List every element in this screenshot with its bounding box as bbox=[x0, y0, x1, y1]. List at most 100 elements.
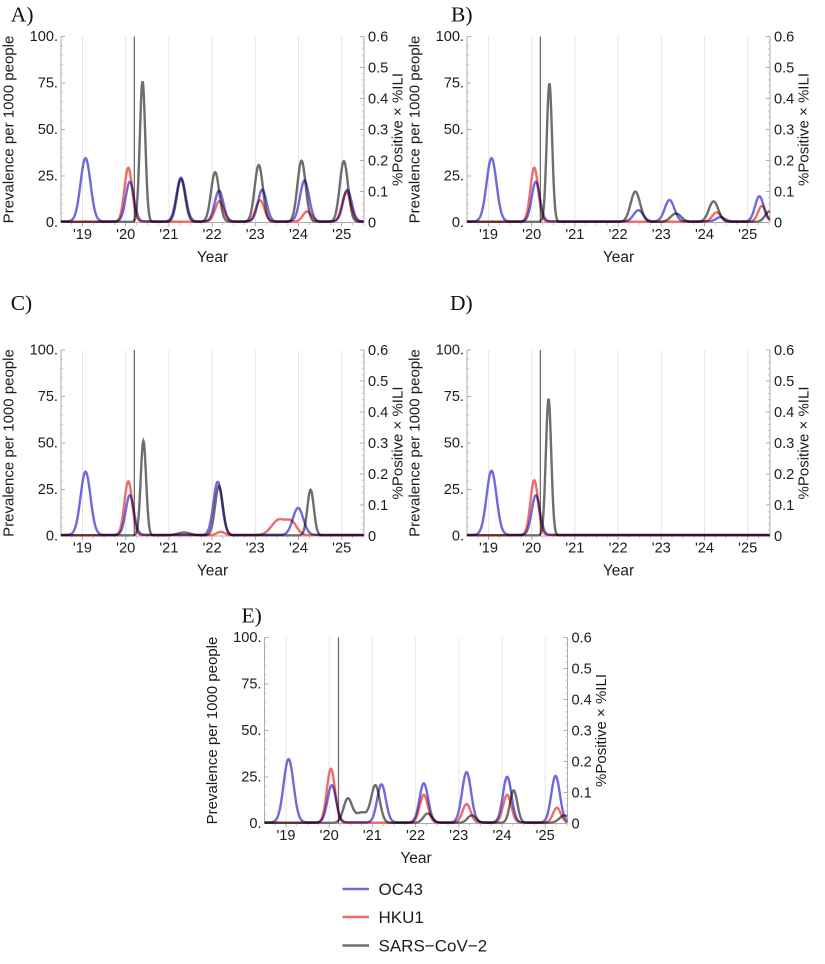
svg-text:'19: '19 bbox=[276, 828, 295, 844]
svg-text:0: 0 bbox=[774, 529, 782, 545]
svg-text:Year: Year bbox=[197, 563, 228, 580]
svg-text:0.5: 0.5 bbox=[572, 662, 592, 678]
svg-text:0.6: 0.6 bbox=[774, 343, 794, 359]
svg-text:OC43: OC43 bbox=[379, 880, 423, 899]
svg-text:25.: 25. bbox=[444, 482, 464, 498]
svg-text:'23: '23 bbox=[449, 828, 468, 844]
svg-text:'25: '25 bbox=[332, 541, 351, 557]
svg-text:50.: 50. bbox=[241, 723, 261, 739]
svg-text:0.5: 0.5 bbox=[368, 61, 388, 77]
svg-text:'20: '20 bbox=[116, 541, 135, 557]
svg-text:0.1: 0.1 bbox=[774, 185, 794, 201]
svg-text:'22: '22 bbox=[609, 227, 628, 243]
svg-text:'21: '21 bbox=[159, 541, 178, 557]
svg-text:'23: '23 bbox=[246, 227, 265, 243]
svg-text:0: 0 bbox=[572, 817, 580, 833]
svg-text:'22: '22 bbox=[406, 828, 425, 844]
svg-text:0.4: 0.4 bbox=[572, 693, 592, 709]
svg-text:Prevalence per 1000 people: Prevalence per 1000 people bbox=[407, 36, 424, 224]
svg-text:'21: '21 bbox=[159, 227, 178, 243]
svg-text:25.: 25. bbox=[241, 770, 261, 786]
svg-text:'24: '24 bbox=[695, 541, 714, 557]
svg-text:'24: '24 bbox=[289, 541, 308, 557]
svg-text:0.6: 0.6 bbox=[368, 343, 388, 359]
svg-text:50.: 50. bbox=[444, 122, 464, 138]
svg-text:'20: '20 bbox=[522, 227, 541, 243]
svg-text:Prevalence per 1000 people: Prevalence per 1000 people bbox=[407, 349, 424, 537]
svg-text:Prevalence per 1000 people: Prevalence per 1000 people bbox=[204, 637, 221, 825]
svg-text:0.: 0. bbox=[46, 215, 58, 231]
svg-text:'25: '25 bbox=[738, 541, 757, 557]
svg-text:0.1: 0.1 bbox=[368, 185, 388, 201]
svg-text:SARS−CoV−2: SARS−CoV−2 bbox=[379, 937, 488, 956]
svg-text:100.: 100. bbox=[436, 29, 464, 45]
svg-text:50.: 50. bbox=[38, 122, 58, 138]
svg-text:0: 0 bbox=[368, 529, 376, 545]
svg-text:%Positive × %ILI: %Positive × %ILI bbox=[593, 674, 610, 787]
svg-text:Year: Year bbox=[400, 850, 431, 867]
svg-text:75.: 75. bbox=[444, 389, 464, 405]
svg-text:'20: '20 bbox=[320, 828, 339, 844]
svg-text:0.: 0. bbox=[452, 529, 464, 545]
svg-text:%Positive × %ILI: %Positive × %ILI bbox=[796, 73, 813, 186]
svg-text:'19: '19 bbox=[73, 541, 92, 557]
svg-text:0.5: 0.5 bbox=[774, 61, 794, 77]
svg-text:'22: '22 bbox=[203, 541, 222, 557]
svg-text:'23: '23 bbox=[652, 227, 671, 243]
svg-text:0.3: 0.3 bbox=[774, 123, 794, 139]
svg-text:0.3: 0.3 bbox=[572, 724, 592, 740]
svg-text:100.: 100. bbox=[233, 630, 261, 646]
svg-text:100.: 100. bbox=[436, 343, 464, 359]
svg-text:Year: Year bbox=[197, 249, 228, 266]
svg-text:25.: 25. bbox=[38, 482, 58, 498]
svg-text:0.5: 0.5 bbox=[368, 374, 388, 390]
svg-text:'19: '19 bbox=[73, 227, 92, 243]
svg-text:HKU1: HKU1 bbox=[379, 908, 424, 927]
svg-text:'23: '23 bbox=[246, 541, 265, 557]
svg-text:0.: 0. bbox=[452, 215, 464, 231]
svg-text:E): E) bbox=[242, 604, 262, 628]
svg-text:Prevalence per 1000 people: Prevalence per 1000 people bbox=[1, 36, 18, 224]
svg-text:%Positive × %ILI: %Positive × %ILI bbox=[390, 387, 407, 500]
svg-text:0: 0 bbox=[774, 216, 782, 232]
svg-text:'24: '24 bbox=[289, 227, 308, 243]
svg-text:Year: Year bbox=[603, 249, 634, 266]
svg-text:'20: '20 bbox=[116, 227, 135, 243]
svg-text:0.6: 0.6 bbox=[572, 631, 592, 647]
svg-text:%Positive × %ILI: %Positive × %ILI bbox=[796, 387, 813, 500]
svg-text:0.3: 0.3 bbox=[774, 436, 794, 452]
svg-text:'24: '24 bbox=[695, 227, 714, 243]
svg-text:75.: 75. bbox=[38, 76, 58, 92]
svg-text:'21: '21 bbox=[565, 541, 584, 557]
svg-text:B): B) bbox=[451, 2, 473, 26]
svg-text:0.: 0. bbox=[46, 529, 58, 545]
svg-text:0.2: 0.2 bbox=[368, 467, 388, 483]
svg-text:0.4: 0.4 bbox=[368, 92, 388, 108]
svg-text:0.1: 0.1 bbox=[774, 498, 794, 514]
svg-text:25.: 25. bbox=[444, 169, 464, 185]
svg-text:'23: '23 bbox=[652, 541, 671, 557]
svg-text:50.: 50. bbox=[38, 436, 58, 452]
svg-text:100.: 100. bbox=[30, 343, 58, 359]
svg-text:0.4: 0.4 bbox=[774, 405, 794, 421]
svg-text:0.1: 0.1 bbox=[368, 498, 388, 514]
svg-text:0.2: 0.2 bbox=[572, 755, 592, 771]
svg-text:0.4: 0.4 bbox=[774, 92, 794, 108]
svg-text:75.: 75. bbox=[241, 677, 261, 693]
svg-text:'22: '22 bbox=[203, 227, 222, 243]
svg-text:'25: '25 bbox=[536, 828, 555, 844]
svg-text:'20: '20 bbox=[522, 541, 541, 557]
svg-text:Prevalence per 1000 people: Prevalence per 1000 people bbox=[1, 349, 18, 537]
svg-text:0.1: 0.1 bbox=[572, 786, 592, 802]
svg-text:0.6: 0.6 bbox=[368, 30, 388, 46]
svg-text:'19: '19 bbox=[479, 541, 498, 557]
svg-text:'21: '21 bbox=[363, 828, 382, 844]
svg-text:C): C) bbox=[11, 291, 33, 315]
svg-text:'24: '24 bbox=[492, 828, 511, 844]
svg-text:'22: '22 bbox=[609, 541, 628, 557]
svg-text:0.4: 0.4 bbox=[368, 405, 388, 421]
svg-text:%Positive × %ILI: %Positive × %ILI bbox=[390, 73, 407, 186]
svg-text:75.: 75. bbox=[444, 76, 464, 92]
svg-text:0.3: 0.3 bbox=[368, 436, 388, 452]
svg-text:50.: 50. bbox=[444, 436, 464, 452]
